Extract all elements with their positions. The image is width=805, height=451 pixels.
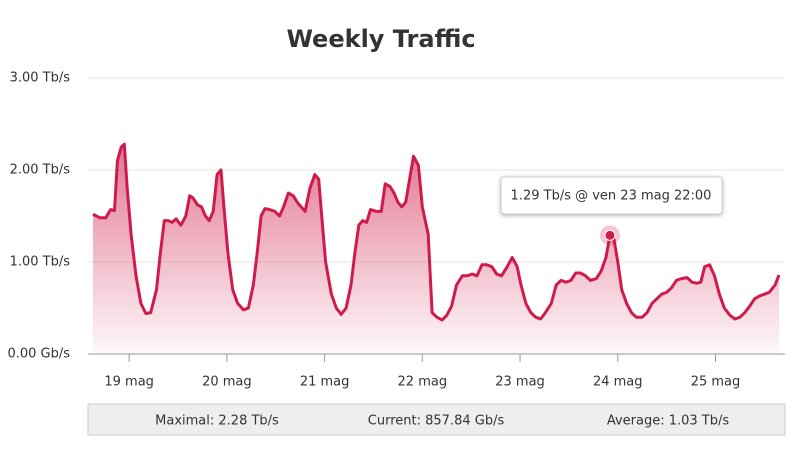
stat: Maximal: 2.28 Tb/s bbox=[155, 414, 279, 429]
x-tick-label: 22 mag bbox=[398, 375, 448, 390]
highlight-point bbox=[604, 229, 616, 241]
x-tick-label: 21 mag bbox=[300, 375, 350, 390]
y-tick-label: 1.00 Tb/s bbox=[10, 255, 71, 270]
area bbox=[93, 144, 779, 354]
stat: Current: 857.84 Gb/s bbox=[368, 414, 505, 429]
y-tick-label: 3.00 Tb/s bbox=[10, 71, 71, 86]
x-tick-label: 25 mag bbox=[691, 375, 741, 390]
x-tick-label: 20 mag bbox=[202, 375, 252, 390]
y-tick-label: 0.00 Gb/s bbox=[7, 347, 70, 362]
y-tick-label: 2.00 Tb/s bbox=[10, 163, 71, 178]
chart-title: Weekly Traffic bbox=[286, 25, 475, 53]
tooltip-box bbox=[500, 176, 723, 215]
x-tick-label: 19 mag bbox=[104, 375, 154, 390]
x-tick-label: 23 mag bbox=[495, 375, 545, 390]
x-tick-label: 24 mag bbox=[593, 375, 643, 390]
tooltip-text: 1.29 Tb/s @ ven 23 mag 22:00 bbox=[511, 189, 712, 204]
line bbox=[92, 142, 781, 322]
stats-bar bbox=[87, 403, 786, 436]
stat: Average: 1.03 Tb/s bbox=[607, 414, 730, 429]
